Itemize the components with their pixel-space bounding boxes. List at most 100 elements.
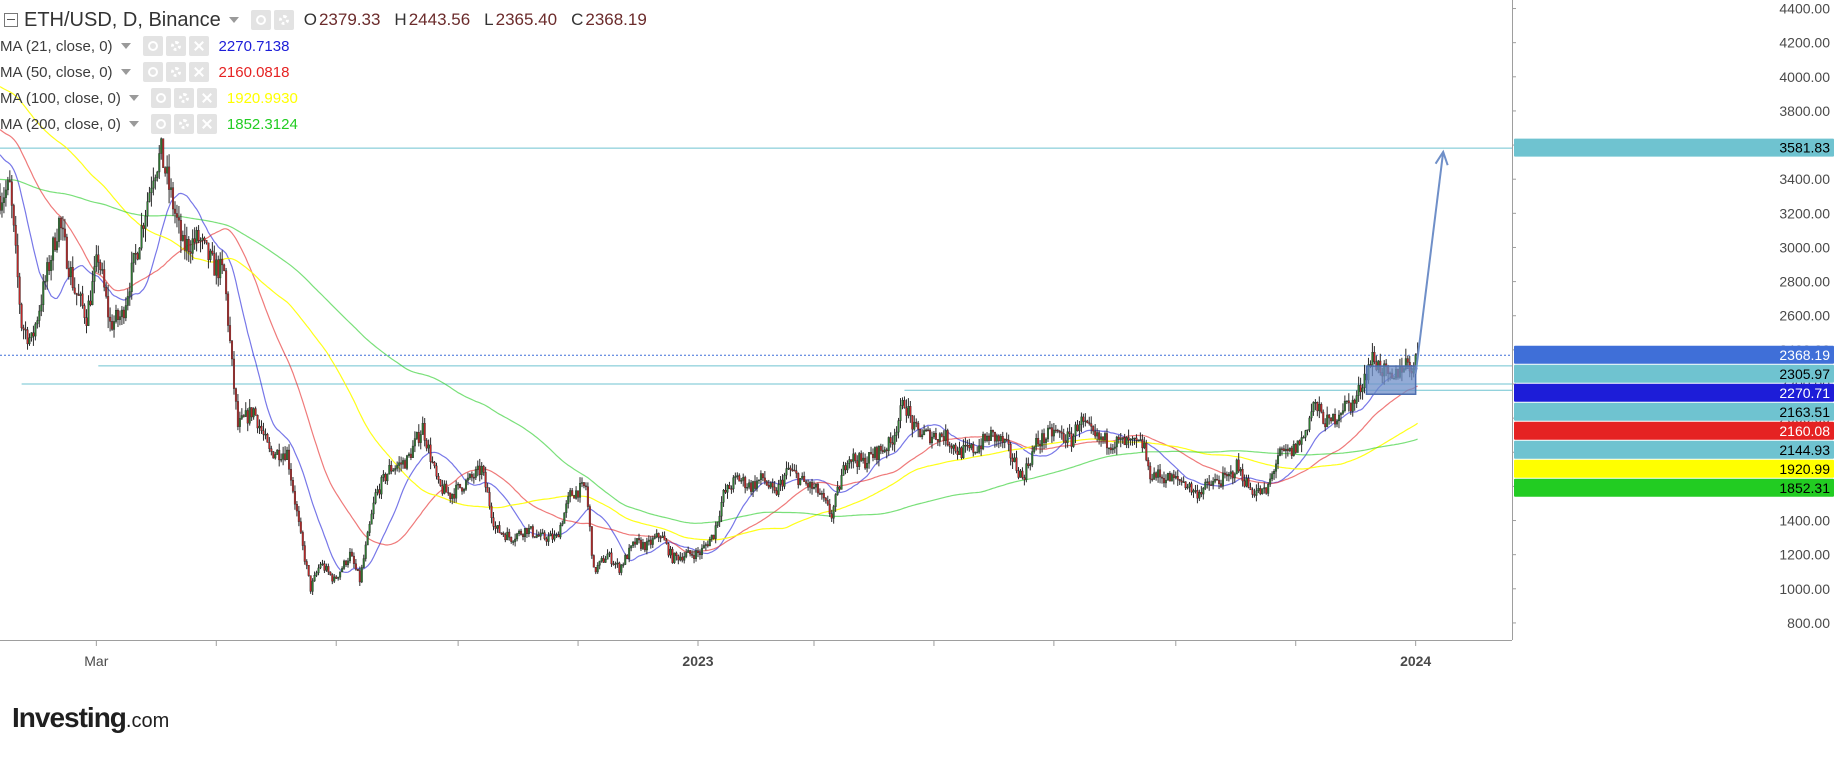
- close-icon[interactable]: [196, 88, 217, 108]
- candle-down: [602, 558, 605, 563]
- candle-down: [16, 245, 19, 278]
- close-icon[interactable]: [188, 36, 209, 56]
- candle-up: [1066, 431, 1069, 443]
- chevron-down-icon[interactable]: [128, 121, 139, 127]
- candle-up: [1336, 420, 1339, 425]
- candle-down: [1330, 417, 1333, 422]
- indicator-label: MA (200, close, 0): [0, 115, 121, 133]
- candle-up: [286, 449, 289, 460]
- candle-up: [1310, 411, 1313, 419]
- candle-down: [954, 444, 957, 452]
- candle-up: [402, 460, 405, 465]
- candle-up: [50, 260, 53, 271]
- eye-icon[interactable]: [250, 10, 271, 30]
- candle-down: [352, 555, 355, 564]
- ohlc-close-value: 2368.19: [585, 10, 647, 29]
- price-tick-label: 3200.00: [1779, 205, 1830, 221]
- candle-down: [638, 538, 641, 541]
- gear-icon[interactable]: [165, 36, 186, 56]
- candle-up: [466, 477, 469, 481]
- candle-down: [639, 539, 642, 549]
- close-icon[interactable]: [196, 114, 217, 134]
- candle-up: [645, 541, 648, 551]
- candle-down: [980, 445, 983, 450]
- candle-up: [866, 463, 869, 469]
- collapse-legend-button[interactable]: [4, 13, 18, 27]
- candle-up: [185, 239, 188, 251]
- candle-up: [799, 478, 802, 485]
- candle-up: [411, 445, 414, 458]
- candle-down: [270, 448, 273, 452]
- candle-up: [128, 291, 131, 297]
- candle-up: [1202, 488, 1205, 495]
- chevron-down-icon[interactable]: [228, 17, 239, 23]
- candle-down: [997, 435, 1000, 442]
- candle-up: [938, 433, 941, 442]
- chevron-down-icon[interactable]: [128, 95, 139, 101]
- candle-down: [417, 432, 420, 443]
- candle-down: [1147, 459, 1150, 467]
- candle-down: [10, 181, 13, 206]
- candle-down: [299, 521, 302, 533]
- candle-down: [350, 551, 353, 557]
- candle-down: [1064, 440, 1067, 443]
- candle-up: [1096, 432, 1099, 437]
- candle-up: [769, 482, 772, 488]
- eye-icon[interactable]: [142, 62, 163, 82]
- candle-down: [763, 477, 766, 482]
- candle-up: [34, 323, 37, 337]
- candle-down: [681, 556, 684, 561]
- candle-up: [832, 506, 835, 519]
- gear-icon[interactable]: [165, 62, 186, 82]
- candle-down: [1216, 478, 1219, 481]
- candle-down: [891, 442, 894, 445]
- candle-up: [541, 532, 544, 534]
- candle-up: [95, 254, 98, 267]
- candle-up: [264, 434, 267, 436]
- candle-down: [1220, 483, 1223, 487]
- candle-down: [754, 481, 757, 489]
- ma-line: [0, 178, 1418, 524]
- candle-up: [46, 262, 49, 282]
- candle-down: [284, 453, 287, 460]
- candle-down: [830, 513, 833, 519]
- candle-down: [97, 254, 100, 263]
- ohlc-high: H 2443.56: [394, 10, 470, 30]
- close-icon[interactable]: [188, 62, 209, 82]
- candle-up: [1003, 439, 1006, 443]
- candle-up: [1284, 448, 1287, 452]
- candle-down: [917, 422, 920, 430]
- candle-down: [571, 490, 574, 496]
- candle-down: [522, 534, 525, 538]
- candle-down: [429, 444, 432, 462]
- eye-icon[interactable]: [142, 36, 163, 56]
- chevron-down-icon[interactable]: [120, 43, 131, 49]
- candle-up: [87, 300, 90, 326]
- candle-up: [341, 568, 344, 573]
- eye-icon[interactable]: [150, 114, 171, 134]
- eye-icon[interactable]: [150, 88, 171, 108]
- candle-down: [557, 534, 560, 538]
- candle-up: [398, 462, 401, 466]
- candle-down: [256, 415, 259, 429]
- symbol-title: ETH/USD, D, Binance: [24, 8, 221, 31]
- candle-down: [520, 530, 523, 535]
- ohlc-high-label: H: [394, 10, 407, 29]
- candle-down: [915, 421, 918, 424]
- candle-up: [36, 320, 39, 325]
- gear-icon[interactable]: [173, 88, 194, 108]
- gear-icon[interactable]: [273, 10, 294, 30]
- candle-down: [136, 253, 139, 260]
- candle-down: [356, 569, 359, 571]
- candle-up: [606, 553, 609, 560]
- candle-up: [921, 434, 924, 438]
- candle-up: [925, 429, 928, 432]
- chevron-down-icon[interactable]: [120, 69, 131, 75]
- candle-down: [54, 237, 57, 251]
- candle-up: [115, 310, 118, 322]
- candle-down: [354, 563, 357, 570]
- candle-up: [899, 405, 902, 421]
- candle-up: [999, 436, 1002, 442]
- gear-icon[interactable]: [173, 114, 194, 134]
